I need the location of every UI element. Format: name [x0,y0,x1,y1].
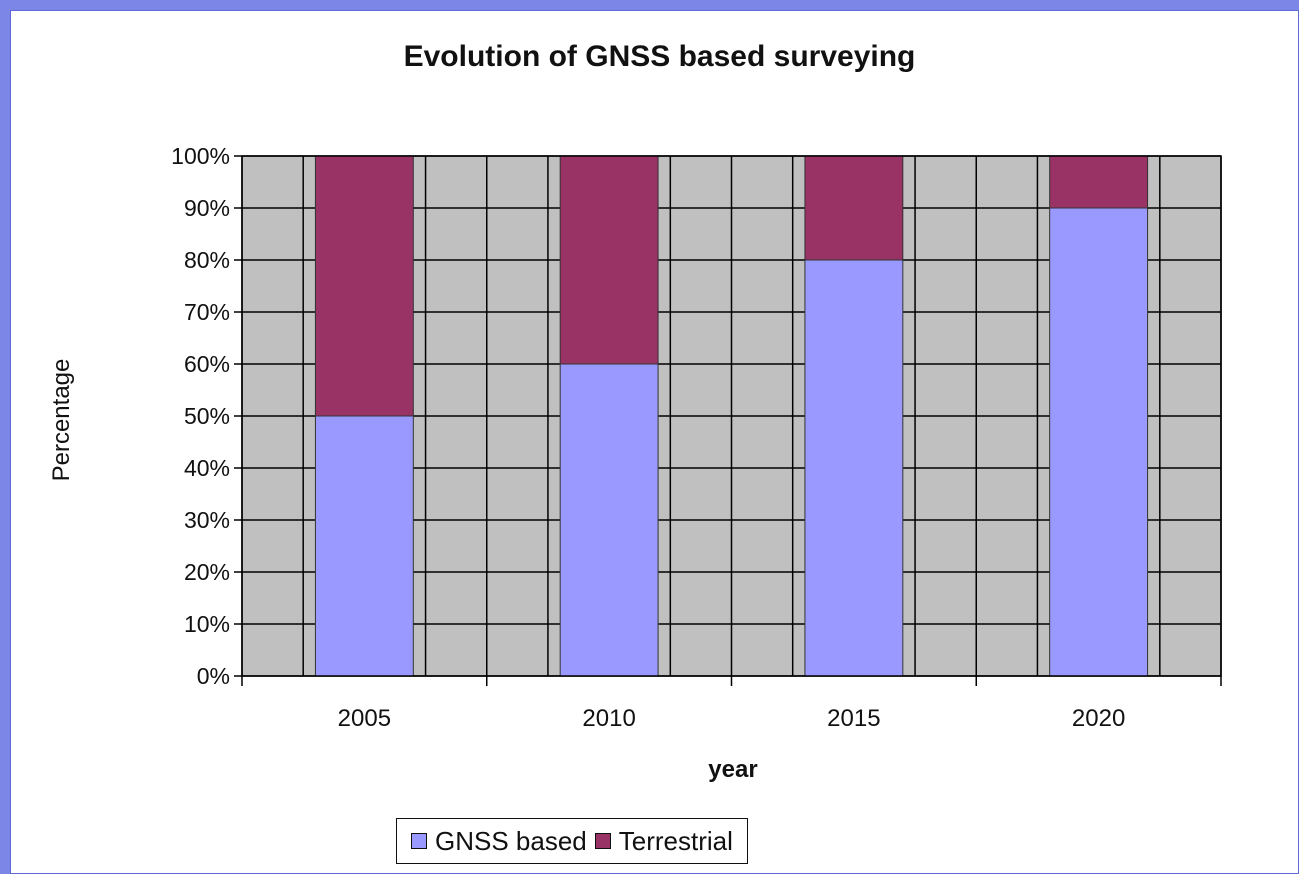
x-tick-label: 2005 [338,705,391,732]
legend-item-gnss: GNSS based [411,826,587,857]
y-tick-label: 20% [184,559,230,585]
bar-gnss-based-2015 [804,259,904,677]
bar-terrestrial-2005 [314,155,414,417]
y-tick-label: 70% [184,299,230,325]
legend-swatch-gnss [411,833,427,849]
bar-terrestrial-2020 [1049,155,1149,209]
legend: GNSS based Terrestrial [396,818,748,864]
legend-label-terrestrial: Terrestrial [618,825,733,856]
bar-gnss-based-2020 [1049,207,1149,677]
legend-item-terrestrial: Terrestrial [594,825,733,857]
y-tick-label: 30% [184,507,230,533]
chart-title: Evolution of GNSS based surveying [403,40,916,73]
legend-swatch-terrestrial [594,833,611,849]
x-tick-label: 2015 [827,705,880,732]
y-tick-label: 80% [184,247,230,273]
x-tick-label: 2020 [1072,705,1125,732]
x-tick-label: 2010 [582,705,635,732]
y-tick-label: 50% [184,403,230,429]
y-tick-label: 0% [197,663,230,689]
y-tick-label: 10% [184,611,230,637]
y-tick-label: 90% [184,195,230,221]
bar-gnss-based-2010 [559,363,659,677]
legend-label-gnss: GNSS based [435,825,587,856]
bar-terrestrial-2015 [804,155,904,261]
y-tick-label: 60% [184,351,230,377]
bar-gnss-based-2005 [314,415,414,677]
y-tick-label: 100% [171,143,230,169]
bar-terrestrial-2010 [559,155,659,365]
y-tick-label: 40% [184,455,230,481]
x-axis-label: year [708,756,758,783]
